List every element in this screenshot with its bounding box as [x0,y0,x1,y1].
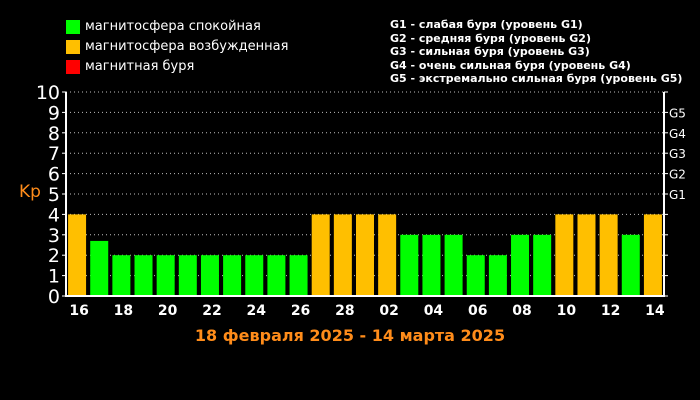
storm-level-g4: G4 - очень сильная буря (уровень G4) [390,58,631,72]
y-tick-label: 0 [48,286,60,308]
y-tick-label: 10 [36,82,60,104]
legend-item-storm: магнитная буря [66,57,288,77]
kp-bar [134,255,153,296]
kp-bar [378,214,397,296]
y-tick-label: 4 [48,204,60,226]
x-tick-label: 06 [468,303,487,319]
x-tick-label: 12 [601,303,620,319]
kp-bar [422,234,441,296]
kp-bar [444,234,463,296]
y-axis-label: Kp [19,182,41,202]
kp-bar [555,214,574,296]
storm-tick-label: G4 [669,127,686,141]
legend-label-active: магнитосфера возбужденная [85,39,289,54]
kp-bar [245,255,264,296]
storm-tick-labels: G1 G2 G3 G4 G5 [669,106,686,202]
storm-tick-label: G5 [669,106,686,120]
x-tick-label: 22 [202,303,221,319]
storm-level-g1: G1 - слабая буря (уровень G1) [390,18,583,31]
kp-bar [333,214,352,296]
legend-swatch-storm [66,60,80,74]
y-tick-label: 9 [48,102,60,124]
x-tick-label: 20 [158,303,178,319]
kp-bar [577,214,596,296]
y-tick-label: 8 [48,123,60,145]
kp-bar [488,255,507,296]
kp-bar [267,255,286,296]
legend-label-quiet: магнитосфера спокойная [85,19,261,34]
kp-legend: магнитосфера спокойная магнитосфера возб… [66,17,288,77]
y-tick-label: 2 [48,245,60,267]
y-tick-label: 6 [48,164,60,186]
y-tick-label: 3 [48,225,60,247]
x-tick-label: 28 [335,303,354,319]
x-tick-label: 16 [69,303,88,319]
chart-title: 18 февраля 2025 - 14 марта 2025 [195,326,505,345]
axes [62,91,668,297]
kp-bar [621,234,640,296]
kp-bar [223,255,242,296]
storm-tick-label: G3 [669,147,686,161]
x-tick-label: 14 [645,303,665,319]
storm-level-g2: G2 - средняя буря (уровень G2) [390,31,591,45]
kp-bar [90,240,109,296]
kp-bar [289,255,308,296]
kp-bar [112,255,131,296]
y-tick-label: 5 [48,184,60,206]
kp-bar [533,234,552,296]
storm-tick-label: G1 [669,188,686,202]
kp-bar [356,214,374,296]
x-tick-label: 18 [114,303,133,319]
storm-tick-label: G2 [669,168,686,182]
kp-bar [400,234,419,296]
x-tick-labels: 16 18 20 22 24 26 28 02 04 06 08 10 12 14 [69,303,665,319]
kp-bar [178,255,197,296]
kp-bar [311,214,330,296]
legend-swatch-active [66,40,80,54]
kp-bar [68,214,87,296]
legend-swatch-quiet [66,20,80,34]
y-tick-label: 1 [48,266,60,288]
kp-bars [68,214,662,296]
kp-bar [511,234,530,296]
kp-bar [156,255,175,296]
kp-bar [466,255,485,296]
y-tick-label: 7 [48,143,60,165]
x-tick-label: 08 [512,303,531,319]
storm-level-g3: G3 - сильная буря (уровень G3) [390,45,590,58]
legend-item-quiet: магнитосфера спокойная [66,17,288,37]
x-tick-label: 24 [247,303,267,319]
x-tick-label: 10 [557,303,577,319]
kp-bar [643,214,662,296]
legend-item-active: магнитосфера возбужденная [66,37,288,57]
storm-level-g5: G5 - экстремально сильная буря (уровень … [390,72,683,85]
kp-bar [599,214,618,296]
x-tick-label: 26 [291,303,310,319]
legend-label-storm: магнитная буря [85,59,195,74]
kp-bar [200,255,219,296]
x-tick-label: 02 [379,303,398,319]
storm-level-legend: G1 - слабая буря (уровень G1) G2 - средн… [390,18,682,86]
x-tick-label: 04 [424,303,444,319]
